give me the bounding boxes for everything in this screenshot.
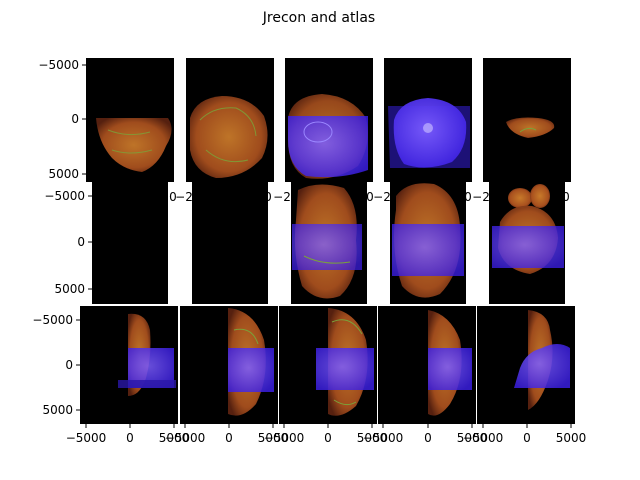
- panel-r2-c1: [180, 306, 278, 424]
- fiber-tracts: [519, 127, 537, 133]
- y-tick-label: 0: [77, 235, 85, 249]
- x-tick-label: 5000: [556, 431, 587, 445]
- atlas-contour: [423, 123, 433, 133]
- atlas-contour: [303, 121, 333, 143]
- row-0: [86, 58, 571, 182]
- tissue-section: [506, 117, 555, 138]
- atlas-overlay: [228, 348, 274, 392]
- atlas-overlay: [428, 348, 472, 390]
- tissue-section: [530, 184, 550, 208]
- atlas-overlay: [392, 224, 464, 276]
- x-tick-label: 0: [424, 431, 432, 445]
- y-tick-label: 0: [65, 358, 73, 372]
- atlas-overlay: [316, 348, 374, 390]
- y-tick-label: 5000: [48, 167, 79, 181]
- x-tick-marks: [85, 424, 572, 428]
- panel-r2-c4: [477, 306, 575, 424]
- row0-x-tick-labels: −2 0 −2 0 −2 0 −2 0 −2 0: [101, 190, 570, 204]
- atlas-overlay: [393, 98, 467, 168]
- panel-r0-c3: [384, 58, 472, 182]
- x-tick-label: −5000: [463, 431, 504, 445]
- x-tick-label: 0: [324, 431, 332, 445]
- x-tick-label: −2: [472, 190, 490, 204]
- x-tick-label: 0: [464, 190, 472, 204]
- atlas-overlay: [288, 116, 368, 178]
- panel-r0-c0: [86, 58, 174, 182]
- x-tick-label: 0: [366, 190, 374, 204]
- x-tick-label: 0: [169, 190, 177, 204]
- y-tick-label: 5000: [54, 282, 85, 296]
- atlas-overlay: [492, 226, 564, 268]
- x-tick-label: 5000: [159, 431, 190, 445]
- x-tick-label: 0: [523, 431, 531, 445]
- fiber-tracts: [199, 107, 257, 163]
- x-tick-label: −2: [373, 190, 391, 204]
- tissue-section: [508, 188, 532, 208]
- atlas-overlay: [514, 344, 570, 388]
- y-tick-label: −5000: [38, 58, 79, 72]
- panel-r0-c4: [483, 58, 571, 182]
- fiber-tracts: [107, 129, 153, 154]
- x-tick-label: 5000: [357, 431, 388, 445]
- x-tick-labels: −5000 0 5000 −5000 0 5000 −5000 0 5000 −…: [66, 431, 587, 445]
- row-1: [92, 182, 565, 304]
- x-tick-label: 0: [126, 431, 134, 445]
- x-tick-label: −5000: [264, 431, 305, 445]
- panel-r2-c2: [279, 306, 377, 424]
- x-tick-label: −2: [101, 190, 119, 204]
- x-tick-label: 5000: [457, 431, 488, 445]
- x-tick-label: −5000: [66, 431, 107, 445]
- panel-r1-c0: [92, 182, 168, 304]
- panel-r1-c1: [192, 182, 268, 304]
- x-tick-label: −2: [175, 190, 193, 204]
- panel-r1-c3: [390, 182, 466, 304]
- figure-title: Jrecon and atlas: [262, 10, 375, 26]
- y-tick-labels: −5000 0 5000 −5000 0 5000 −5000 0 5000: [32, 58, 85, 417]
- panel-r2-c0: [80, 306, 178, 424]
- x-tick-label: 0: [562, 190, 570, 204]
- fiber-tracts: [331, 319, 363, 406]
- panel-r1-c4: [489, 182, 565, 304]
- panel-background: [92, 182, 168, 304]
- panel-r2-c3: [378, 306, 476, 424]
- x-tick-label: 0: [264, 190, 272, 204]
- x-tick-label: −5000: [363, 431, 404, 445]
- tissue-section: [96, 118, 172, 172]
- x-tick-label: −2: [273, 190, 291, 204]
- x-tick-label: −5000: [165, 431, 206, 445]
- y-tick-label: 0: [71, 112, 79, 126]
- row-2: [80, 306, 575, 424]
- fiber-tracts: [233, 328, 259, 345]
- atlas-overlay-box: [118, 380, 176, 388]
- fiber-tracts: [303, 255, 351, 264]
- panel-r0-c1: [186, 58, 274, 182]
- x-tick-label: 5000: [258, 431, 289, 445]
- x-tick-label: 0: [225, 431, 233, 445]
- y-tick-label: −5000: [32, 313, 73, 327]
- panel-r0-c2: [285, 58, 373, 182]
- y-tick-label: 5000: [42, 403, 73, 417]
- y-tick-marks: [76, 64, 92, 411]
- panel-r1-c2: [291, 182, 367, 304]
- panel-background: [192, 182, 268, 304]
- y-tick-label: −5000: [44, 189, 85, 203]
